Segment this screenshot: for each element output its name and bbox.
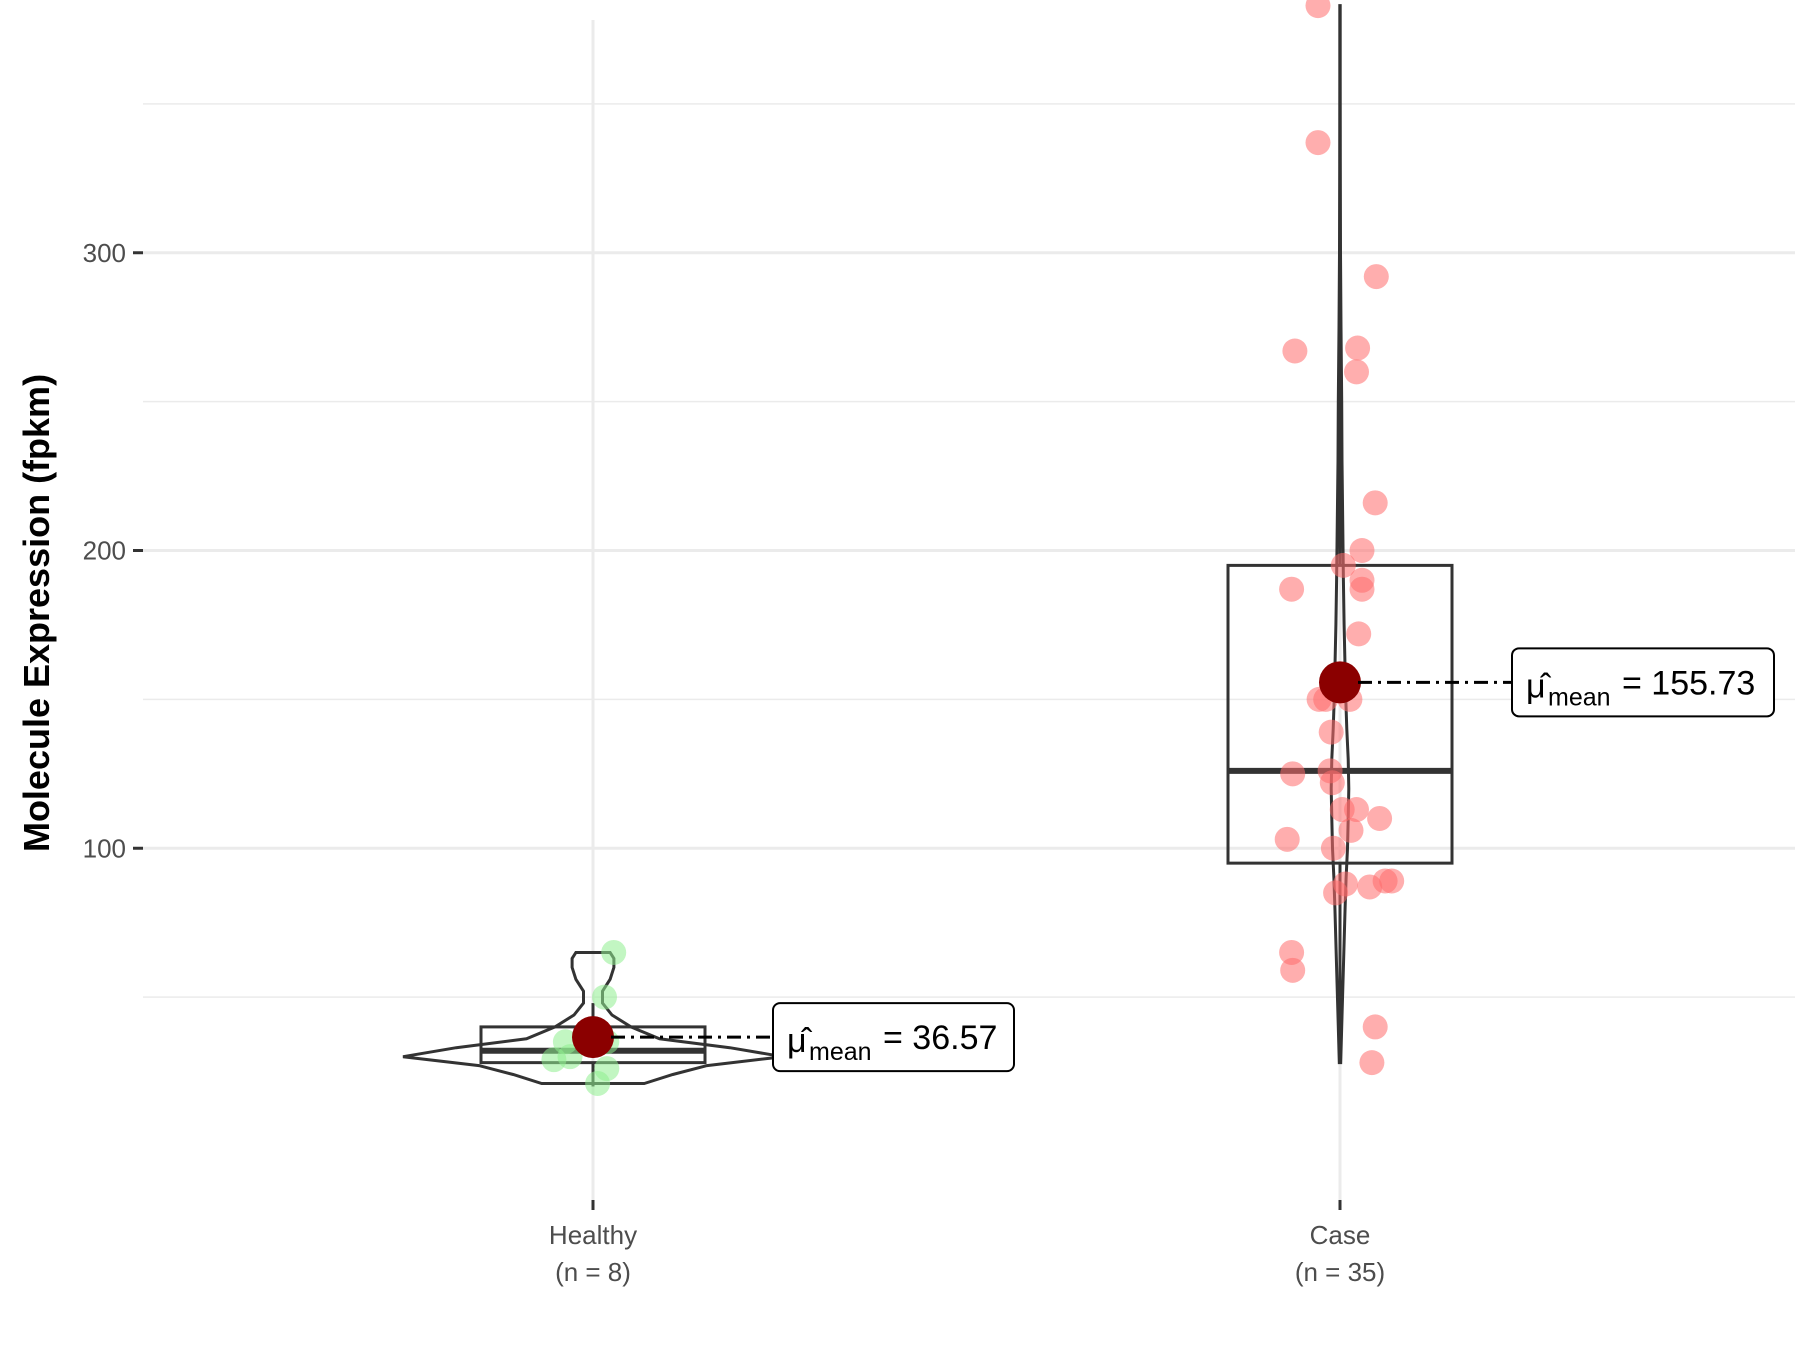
case-data-point: [1305, 0, 1331, 19]
case-data-point: [1318, 719, 1344, 745]
violins: [402, 4, 1351, 1085]
case-mean-label-subscript: mean: [1548, 683, 1611, 711]
healthy-mean-marker: [572, 1016, 614, 1059]
case-data-point: [1274, 826, 1300, 852]
case-mean-label-value: = 155.73: [1622, 664, 1755, 702]
y-tick-label: 300: [83, 238, 126, 268]
y-axis-label: Molecule Expression (fpkm): [16, 374, 57, 852]
case-data-point: [1344, 797, 1369, 823]
case-data-point: [1346, 621, 1372, 647]
case-data-point: [1280, 957, 1306, 983]
case-data-point: [1319, 770, 1345, 796]
data-points: [541, 0, 1405, 1096]
case-data-point: [1362, 490, 1388, 516]
case-mean-label-box: [1511, 647, 1775, 718]
case-data-point: [1359, 1050, 1385, 1076]
y-tick-label: 200: [83, 536, 126, 566]
healthy-mean-label-box: [772, 1002, 1015, 1073]
healthy-n-label: (n = 8): [555, 1257, 631, 1287]
case-data-point: [1362, 1014, 1388, 1040]
case-data-point: [1367, 805, 1393, 831]
case-data-point: [1333, 871, 1358, 897]
case-data-point: [1349, 576, 1375, 602]
healthy-data-point: [601, 939, 627, 965]
case-data-point: [1320, 835, 1346, 861]
healthy-violin: [402, 951, 784, 1085]
case-data-point: [1280, 761, 1306, 787]
case-n-label: (n = 35): [1295, 1257, 1385, 1287]
boxplots: [479, 145, 1454, 1087]
case-data-point: [1338, 817, 1364, 843]
case-data-point: [1363, 264, 1389, 290]
mean-markers: μ̂ mean = 36.57μ̂ mean = 155.73: [572, 647, 1775, 1073]
y-tick-label: 100: [83, 833, 126, 863]
healthy-data-point: [592, 984, 617, 1010]
healthy-mean-label-subscript: mean: [809, 1038, 872, 1066]
healthy-mean-label-value: = 36.57: [883, 1019, 997, 1057]
case-mean-marker: [1319, 661, 1361, 704]
case-data-point: [1305, 130, 1331, 156]
case-data-point: [1282, 338, 1308, 364]
case-data-point: [1279, 939, 1305, 965]
case-data-point: [1330, 552, 1356, 578]
case-data-point: [1279, 576, 1305, 602]
case-x-tick-label: Case: [1310, 1220, 1371, 1250]
grid-lines: [143, 20, 1795, 1200]
case-data-point: [1344, 359, 1369, 385]
healthy-data-point: [594, 1056, 620, 1082]
healthy-x-tick-label: Healthy: [549, 1220, 637, 1250]
axes: 100200300400Healthy(n = 8)Case(n = 35): [83, 238, 1386, 1287]
case-data-point: [1379, 868, 1405, 894]
case-data-point: [1345, 335, 1371, 361]
case-data-point: [1349, 538, 1375, 563]
healthy-data-point: [552, 1029, 578, 1055]
